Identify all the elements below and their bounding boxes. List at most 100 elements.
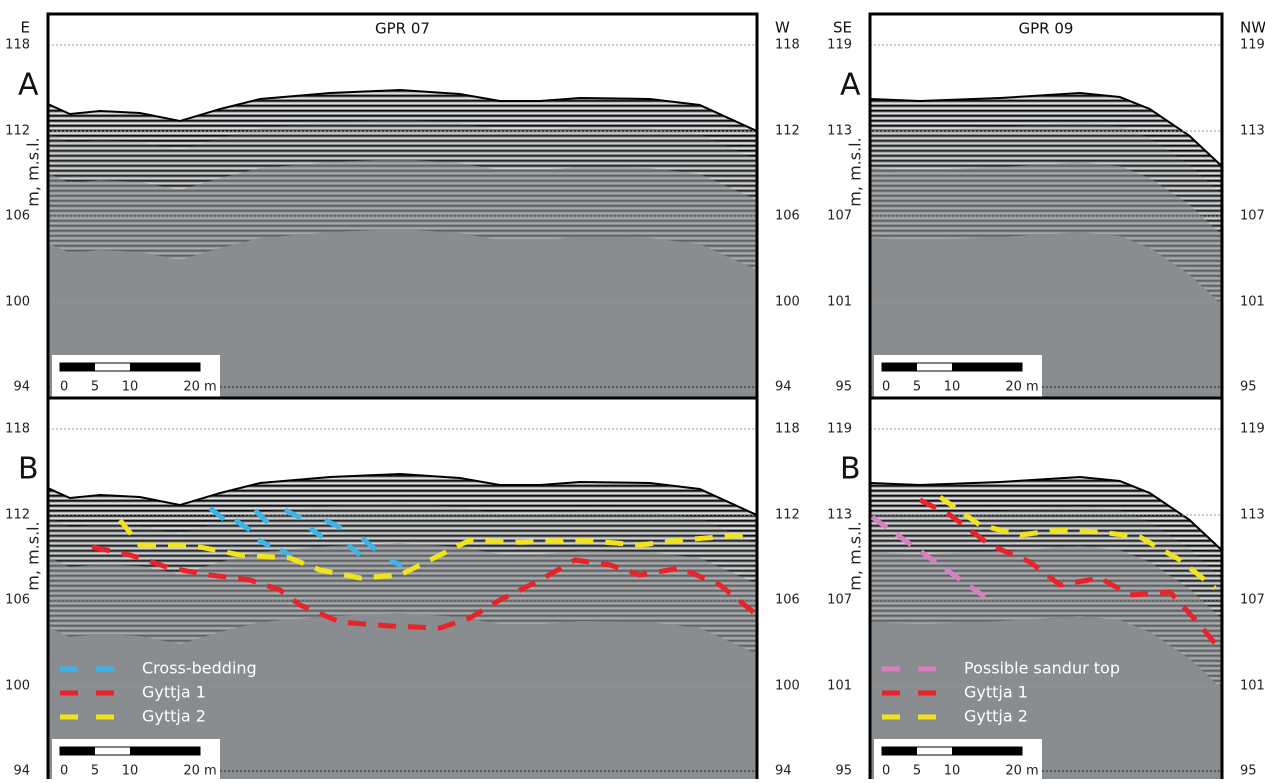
y-tick-label: 112	[775, 124, 800, 139]
scale-label: 20 m	[1005, 380, 1038, 395]
y-tick-label: 101	[827, 679, 852, 694]
y-tick-label: 94	[775, 764, 792, 779]
legend-label: Cross-bedding	[142, 659, 257, 678]
y-tick-label: 118	[775, 422, 800, 437]
panel-letter: B	[840, 452, 861, 487]
scale-bar	[952, 363, 1022, 371]
direction-label: SE	[833, 19, 852, 37]
interpretation-line	[283, 507, 307, 523]
air	[48, 398, 757, 514]
scale-label: 20 m	[183, 380, 216, 395]
scale-label: 0	[882, 380, 890, 395]
y-tick-label: 118	[5, 38, 30, 53]
panel-letter: A	[18, 68, 39, 103]
air	[870, 14, 1222, 165]
y-axis-title: m, m.s.l.	[24, 521, 43, 590]
scale-label: 10	[122, 380, 139, 395]
y-tick-label: 106	[5, 593, 30, 608]
y-tick-label: 100	[775, 679, 800, 694]
scale-bar	[130, 747, 200, 755]
interpretation-line	[233, 517, 252, 533]
y-tick-label: 106	[775, 593, 800, 608]
scale-box	[52, 355, 220, 399]
scale-box	[874, 355, 1042, 399]
panel-letter: A	[840, 68, 861, 103]
y-tick-label: 101	[827, 295, 852, 310]
interpretation-line	[360, 536, 378, 552]
panel-letter: B	[18, 452, 39, 487]
y-tick-label: 94	[13, 380, 30, 395]
profile-title: GPR 07	[375, 20, 430, 38]
scale-label: 5	[91, 764, 99, 779]
y-tick-label: 95	[835, 380, 852, 395]
interpretation-line	[918, 497, 1224, 654]
y-tick-label: 101	[1240, 295, 1265, 310]
y-tick-label: 101	[1240, 679, 1265, 694]
legend-label: Gyttja 1	[142, 683, 206, 702]
scale-label: 0	[882, 764, 890, 779]
y-axis-title: m, m.s.l.	[846, 137, 865, 206]
interpretation-line	[346, 543, 362, 557]
legend-label: Gyttja 2	[964, 707, 1028, 726]
y-tick-label: 113	[827, 508, 852, 523]
legend-label: Possible sandur top	[964, 659, 1120, 678]
scale-bar	[952, 747, 1022, 755]
y-tick-label: 95	[1240, 380, 1257, 395]
y-tick-label: 118	[5, 422, 30, 437]
y-tick-label: 95	[835, 764, 852, 779]
scale-bar	[60, 747, 95, 755]
scale-bar	[882, 363, 917, 371]
y-tick-label: 119	[1240, 422, 1265, 437]
y-axis-title: m, m.s.l.	[24, 137, 43, 206]
scale-box	[874, 739, 1042, 783]
direction-label: NW	[1240, 19, 1265, 37]
interpretation-line	[278, 547, 294, 559]
interpretation-line	[253, 508, 272, 527]
scale-label: 0	[60, 380, 68, 395]
interpretation-line	[208, 506, 227, 522]
reflection-band	[870, 92, 1222, 195]
air	[870, 398, 1222, 549]
scale-label: 10	[944, 764, 961, 779]
y-tick-label: 106	[5, 209, 30, 224]
y-tick-label: 107	[1240, 209, 1265, 224]
y-tick-label: 94	[13, 764, 30, 779]
y-tick-label: 100	[5, 679, 30, 694]
scale-label: 5	[91, 380, 99, 395]
scale-label: 20 m	[1005, 764, 1038, 779]
direction-label: E	[21, 19, 30, 37]
scale-label: 10	[122, 764, 139, 779]
y-tick-label: 113	[1240, 508, 1265, 523]
interpretation-line	[870, 514, 987, 600]
y-tick-label: 94	[775, 380, 792, 395]
direction-label: W	[775, 19, 790, 37]
scale-box	[52, 739, 220, 783]
interpretation-line	[256, 537, 272, 549]
interpretation-line	[91, 544, 759, 631]
y-tick-label: 95	[1240, 764, 1257, 779]
y-tick-label: 118	[775, 38, 800, 53]
scale-label: 5	[913, 764, 921, 779]
y-tick-label: 119	[1240, 38, 1265, 53]
scale-label: 0	[60, 764, 68, 779]
y-tick-label: 107	[1240, 593, 1265, 608]
y-tick-label: 112	[775, 508, 800, 523]
legend-label: Gyttja 2	[142, 707, 206, 726]
y-tick-label: 119	[827, 38, 852, 53]
y-tick-label: 119	[827, 422, 852, 437]
interpretation-line	[388, 557, 404, 569]
interpretation-line	[308, 526, 324, 539]
scale-bar	[130, 363, 200, 371]
air	[48, 14, 757, 130]
interpretation-line	[323, 517, 347, 533]
profile-title: GPR 09	[1019, 20, 1074, 38]
interpretation-line	[118, 518, 746, 581]
y-tick-label: 113	[1240, 124, 1265, 139]
scale-label: 10	[944, 380, 961, 395]
scale-bar	[60, 363, 95, 371]
legend-label: Gyttja 1	[964, 683, 1028, 702]
y-tick-label: 112	[5, 508, 30, 523]
scale-label: 20 m	[183, 764, 216, 779]
scale-label: 5	[913, 380, 921, 395]
